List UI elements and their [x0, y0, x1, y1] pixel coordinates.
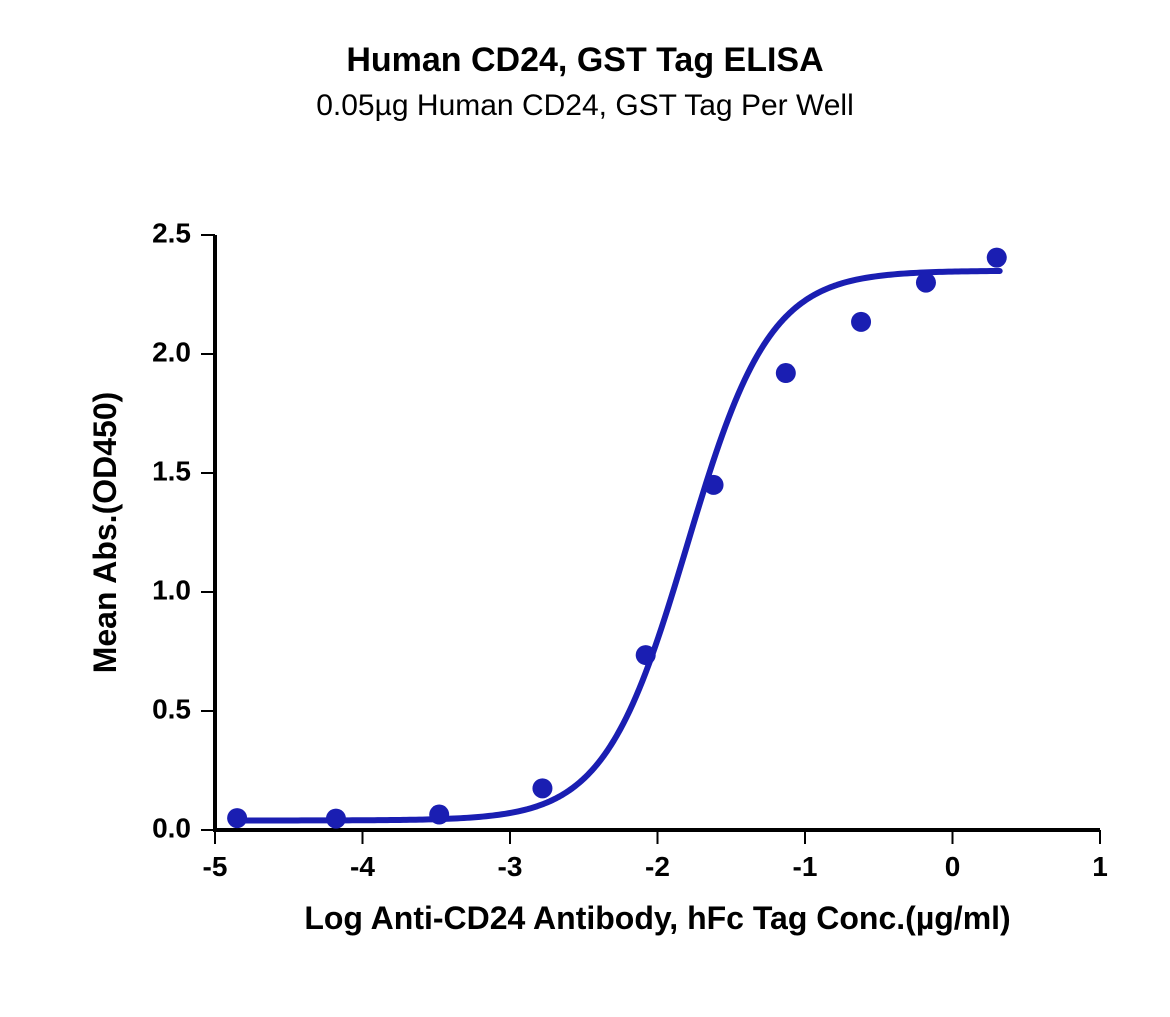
x-tick-label: -1: [793, 851, 818, 882]
x-tick-label: -3: [498, 851, 523, 882]
y-tick-label: 1.5: [152, 455, 191, 486]
data-point: [776, 363, 796, 383]
axes-group: [215, 235, 1100, 830]
data-point: [987, 248, 1007, 268]
data-points: [227, 248, 1007, 829]
y-tick-label: 0.0: [152, 812, 191, 843]
data-point: [704, 475, 724, 495]
x-tick-label: -4: [350, 851, 375, 882]
y-ticks: 0.0 0.5 1.0 1.5 2.0 2.5: [152, 217, 215, 843]
fit-curve: [234, 271, 1000, 820]
y-tick-label: 2.0: [152, 336, 191, 367]
elisa-chart: -5 -4 -3 -2 -1 0 1 0.0 0.5 1.0 1.5 2.0 2.5 Log Anti…: [0, 0, 1170, 1017]
y-tick-label: 2.5: [152, 217, 191, 248]
data-point: [326, 809, 346, 829]
x-axis-label: Log Anti-CD24 Antibody, hFc Tag Conc.(µg…: [304, 900, 1010, 936]
x-tick-label: -5: [203, 851, 228, 882]
chart-container: Human CD24, GST Tag ELISA 0.05µg Human C…: [0, 0, 1170, 1017]
data-point: [916, 273, 936, 293]
x-tick-label: -2: [645, 851, 670, 882]
data-point: [636, 645, 656, 665]
x-tick-label: 1: [1092, 851, 1108, 882]
y-axis-label: Mean Abs.(OD450): [87, 392, 123, 674]
x-ticks: -5 -4 -3 -2 -1 0 1: [203, 830, 1108, 882]
x-tick-label: 0: [945, 851, 961, 882]
data-point: [429, 805, 449, 825]
data-point: [532, 778, 552, 798]
data-point: [227, 808, 247, 828]
y-tick-label: 1.0: [152, 574, 191, 605]
data-point: [851, 312, 871, 332]
y-tick-label: 0.5: [152, 693, 191, 724]
